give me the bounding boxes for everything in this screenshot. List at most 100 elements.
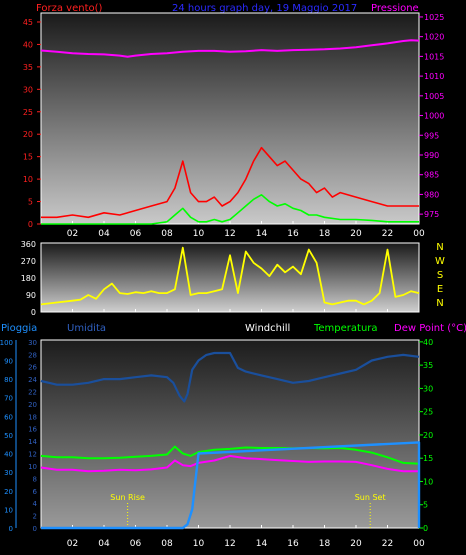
- temp-axis-label: 10: [423, 477, 433, 486]
- wind-pressure-panel: [40, 12, 420, 225]
- wind-axis-title: Forza vento(): [36, 3, 103, 14]
- temperature-humidity-panel: [40, 339, 420, 529]
- wind-axis-label: 0: [28, 220, 33, 229]
- wind-time-tick-label: 22: [382, 229, 393, 239]
- humidity-axis-label: 30: [28, 339, 37, 347]
- temp-time-tick-label: 08: [161, 539, 173, 549]
- wind-time-tick-label: 20: [350, 229, 362, 239]
- direction-axis-label: 0: [31, 308, 36, 317]
- humidity-axis-label: 4: [33, 500, 38, 508]
- legend-rain: Pioggia: [1, 323, 37, 334]
- direction-axis-label: 90: [26, 291, 36, 300]
- temp-axis-label: 40: [423, 338, 433, 347]
- temp-axis-label: 0: [423, 524, 428, 533]
- temp-time-tick-label: 22: [382, 539, 393, 549]
- wind-time-tick-label: 12: [224, 229, 235, 239]
- wind-axis-label: 40: [23, 40, 33, 49]
- pressure-axis-label: 995: [424, 131, 439, 140]
- humidity-axis-label: 6: [33, 488, 38, 496]
- rain-axis-label: 90: [4, 357, 13, 365]
- wind-axis-label: 45: [23, 18, 33, 27]
- rain-axis-label: 60: [4, 413, 13, 421]
- wind-axis-label: 25: [23, 108, 33, 117]
- wind-axis-label: 20: [23, 130, 33, 139]
- wind-time-tick-label: 00: [413, 229, 425, 239]
- humidity-axis-label: 2: [33, 513, 37, 521]
- direction-axis-label: 360: [21, 240, 36, 249]
- wind-time-tick-label: 02: [67, 229, 78, 239]
- temp-axis-label: 5: [423, 501, 428, 510]
- series-raffica: [41, 194, 419, 225]
- legend-dewpoint: Dew Point (°C): [394, 323, 466, 334]
- wind-axis-label: 5: [28, 198, 33, 207]
- rain-axis-label: 50: [4, 432, 13, 440]
- sun-marker-label: Sun Rise: [110, 493, 145, 502]
- rain-axis-label: 100: [0, 339, 13, 347]
- temp-axis-label: 30: [423, 384, 433, 393]
- rain-axis-label: 30: [4, 469, 13, 477]
- temp-time-tick-label: 10: [193, 539, 205, 549]
- temp-axis-label: 25: [423, 408, 433, 417]
- temp-time-tick-label: 18: [319, 539, 331, 549]
- series-dew-point: [40, 454, 419, 473]
- series-umidita: [40, 351, 420, 403]
- wind-time-tick-label: 16: [287, 229, 299, 239]
- wind-time-tick-label: 04: [98, 229, 110, 239]
- wind-time-tick-label: 14: [256, 229, 268, 239]
- sun-marker-label: Sun Set: [355, 493, 386, 502]
- compass-label: N: [436, 242, 443, 253]
- series-forza-vento: [41, 146, 419, 219]
- pressure-axis-label: 1020: [424, 33, 444, 42]
- series-pressione: [40, 39, 420, 58]
- temp-axis-label: 20: [423, 431, 433, 440]
- compass-label: S: [437, 270, 443, 281]
- humidity-axis-label: 8: [33, 475, 37, 483]
- pressure-axis-title: Pressione: [371, 3, 419, 14]
- temp-time-tick-label: 02: [67, 539, 78, 549]
- compass-label: N: [436, 298, 443, 309]
- temp-time-tick-label: 04: [98, 539, 110, 549]
- pressure-axis-label: 985: [424, 171, 439, 180]
- temp-time-tick-label: 06: [130, 539, 142, 549]
- humidity-axis-label: 18: [28, 413, 37, 421]
- pressure-axis-label: 1000: [424, 112, 444, 121]
- chart-title: 24 hours graph day, 19 Maggio 2017: [172, 3, 357, 14]
- humidity-axis-label: 12: [28, 451, 37, 459]
- pressure-axis-label: 1015: [424, 52, 444, 61]
- rain-axis-label: 0: [9, 525, 13, 533]
- compass-label: W: [435, 256, 445, 267]
- wind-axis-label: 10: [23, 175, 33, 184]
- temp-time-tick-label: 20: [350, 539, 362, 549]
- humidity-axis-label: 22: [28, 388, 37, 396]
- pressure-axis-label: 1005: [424, 92, 444, 101]
- direction-axis-label: 270: [21, 257, 36, 266]
- humidity-axis-label: 28: [28, 351, 37, 359]
- temp-time-tick-label: 00: [413, 539, 425, 549]
- temp-axis-label: 35: [423, 361, 433, 370]
- humidity-axis-label: 10: [28, 463, 37, 471]
- series-direzione: [40, 246, 420, 306]
- pressure-axis-label: 980: [424, 190, 439, 199]
- rain-axis-label: 70: [4, 395, 13, 403]
- pressure-axis-label: 1010: [424, 72, 444, 81]
- legend-windchill: Windchill: [245, 323, 290, 334]
- direction-axis-label: 180: [21, 274, 36, 283]
- temp-time-tick-label: 12: [224, 539, 235, 549]
- humidity-axis-label: 14: [28, 438, 37, 446]
- wind-time-tick-label: 06: [130, 229, 142, 239]
- temp-time-tick-label: 16: [287, 539, 299, 549]
- humidity-axis-label: 24: [28, 376, 37, 384]
- wind-time-tick-label: 08: [161, 229, 173, 239]
- wind-direction-panel: [40, 242, 420, 313]
- rain-axis-label: 20: [4, 488, 13, 496]
- humidity-axis-label: 0: [33, 525, 37, 533]
- pressure-axis-label: 990: [424, 151, 439, 160]
- rain-axis-label: 40: [4, 451, 13, 459]
- humidity-axis-label: 16: [28, 426, 37, 434]
- legend-temperature: Temperatura: [313, 323, 378, 334]
- wind-time-tick-label: 10: [193, 229, 205, 239]
- temp-axis-label: 15: [423, 454, 433, 463]
- humidity-axis-label: 20: [28, 401, 37, 409]
- series-pioggia: [41, 441, 421, 530]
